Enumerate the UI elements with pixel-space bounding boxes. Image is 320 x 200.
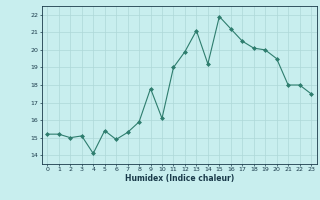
X-axis label: Humidex (Indice chaleur): Humidex (Indice chaleur) — [124, 174, 234, 183]
